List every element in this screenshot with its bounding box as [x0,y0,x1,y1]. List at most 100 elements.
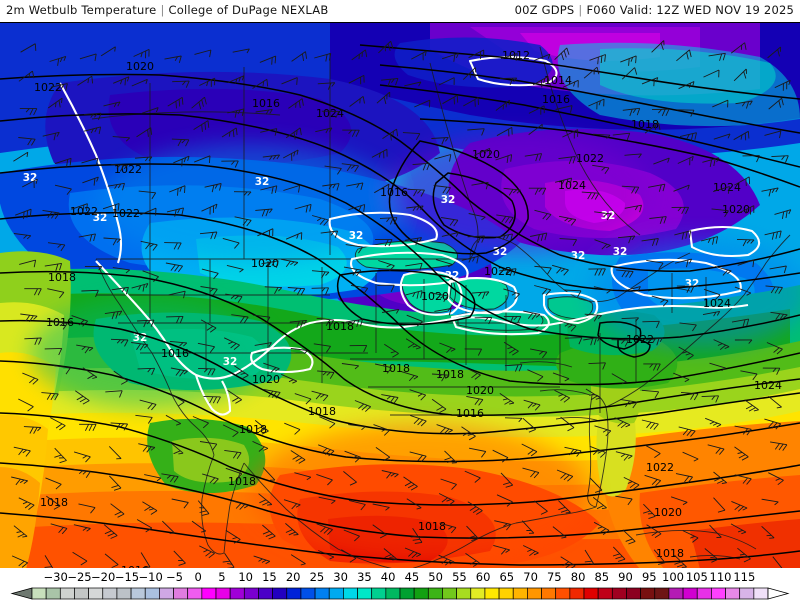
colorbar-swatch[interactable] [116,587,132,600]
colorbar-swatch[interactable] [159,587,174,600]
colorbar-swatch[interactable] [583,587,599,600]
colorbar-swatch[interactable] [201,587,217,600]
colorbar-swatch[interactable] [102,587,118,600]
colorbar-swatch[interactable] [229,587,245,600]
wind-barb-shaft [170,367,188,372]
colorbar-swatch[interactable] [541,587,557,600]
wind-barb-flag [654,533,662,538]
colorbar-swatch[interactable] [682,587,698,600]
wind-barb-flag [547,54,551,59]
colorbar-swatch[interactable] [427,587,443,600]
colorbar-swatch[interactable] [569,587,585,600]
colorbar-swatch[interactable] [88,587,104,600]
colorbar-swatch[interactable] [442,587,457,600]
colorbar-swatch[interactable] [286,587,302,600]
wind-barb-shaft [225,467,243,475]
wind-barb-flag [291,503,298,510]
colorbar-swatch[interactable] [272,587,288,600]
map-canvas[interactable]: 32 32 32 32 32 32 32 32 32 32 32 32 32 [0,22,800,570]
freezing-label: 32 [445,270,460,282]
wind-barb-flag [688,258,693,264]
wind-barb-flag [170,264,176,271]
colorbar-swatch[interactable] [456,587,472,600]
freezing-label: 32 [23,172,38,184]
colorbar-swatch[interactable] [45,587,61,600]
wind-barb-shaft [255,108,273,113]
wind-barb-shaft [768,395,782,408]
wind-barb-flag [32,379,39,385]
colorbar-swatch[interactable] [725,587,741,600]
colorbar-swatch[interactable] [711,587,726,600]
colorbar-swatch[interactable] [555,587,571,600]
wind-barb-flag [570,105,573,113]
wind-barb-shaft [467,501,483,511]
wind-barb-shaft [313,343,331,347]
colorbar-svg[interactable] [0,587,800,600]
colorbar-swatch[interactable] [512,587,528,600]
colorbar-swatch[interactable] [59,587,75,600]
colorbar-swatch[interactable] [314,587,330,600]
wind-barb-flag [651,479,658,486]
wind-barb-shaft [131,78,148,87]
wind-barb-shaft [680,391,699,395]
wind-barb-flag [94,113,98,118]
colorbar-swatches[interactable] [0,587,800,600]
colorbar-swatch[interactable] [31,587,47,600]
colorbar-swatch[interactable] [300,587,316,600]
wind-barb-flag [213,478,219,485]
colorbar-swatch[interactable] [385,587,401,600]
colorbar-swatch[interactable] [187,587,203,600]
colorbar-swatch[interactable] [640,587,656,600]
colorbar-swatch[interactable] [343,587,358,600]
colorbar-swatch[interactable] [597,587,613,600]
wind-barb-shaft [341,549,357,559]
wind-barb-shaft [622,107,640,111]
colorbar-swatch[interactable] [399,587,415,600]
valid-time: F060 Valid: 12Z WED NOV 19 2025 [586,3,794,17]
wind-barb-flag [143,320,147,328]
colorbar-swatch[interactable] [470,587,486,600]
wind-barb-shaft [136,519,153,529]
colorbar-swatch[interactable] [527,587,542,600]
colorbar-swatch[interactable] [328,587,344,600]
colorbar-swatch[interactable] [498,587,514,600]
wind-barb-flag [624,339,629,347]
colorbar-swatch[interactable] [484,587,500,600]
colorbar-swatch[interactable] [258,587,273,600]
wind-barb-shaft [621,317,639,320]
wind-barb-flag [690,286,695,293]
wind-barb-flag [325,271,330,276]
wind-barb-flag [85,471,91,478]
colorbar-swatch[interactable] [753,587,769,600]
wind-barb-flag [662,300,669,307]
colorbar-swatch[interactable] [130,587,146,600]
colorbar-swatch[interactable] [654,587,670,600]
wind-barb-flag [82,320,89,327]
colorbar-legend[interactable]: −30 −25 −20 −15 −10 −5 0 5 10 15 20 25 30 35 40 45 50 55 6… [0,568,800,600]
colorbar-swatch[interactable] [215,587,231,600]
colorbar-swatch[interactable] [696,587,712,600]
wind-barb-flag [420,290,423,298]
wind-barb-shaft [611,339,629,341]
colorbar-swatch[interactable] [668,587,684,600]
colorbar-swatch[interactable] [357,587,373,600]
header-right: 00Z GDPS | F060 Valid: 12Z WED NOV 19 2025 [515,3,794,17]
colorbar-swatch[interactable] [173,587,189,600]
colorbar-swatch[interactable] [144,587,160,600]
wind-barb-flag [717,509,726,513]
wind-barb-flag [334,230,339,238]
wind-barb-flag [625,270,630,278]
wind-barb-flag [513,316,518,321]
colorbar-swatch[interactable] [74,587,89,600]
colorbar-swatch[interactable] [611,587,627,600]
wind-barb-flag [420,205,424,211]
wind-barb-flag [120,423,125,428]
colorbar-swatch[interactable] [371,587,387,600]
colorbar-swatch[interactable] [739,587,755,600]
wind-barb-shaft [527,369,544,378]
colorbar-swatch[interactable] [626,587,641,600]
wind-barb-flag [535,154,539,162]
colorbar-swatch[interactable] [243,587,259,600]
wind-barb-shaft [641,389,659,393]
colorbar-swatch[interactable] [413,587,429,600]
